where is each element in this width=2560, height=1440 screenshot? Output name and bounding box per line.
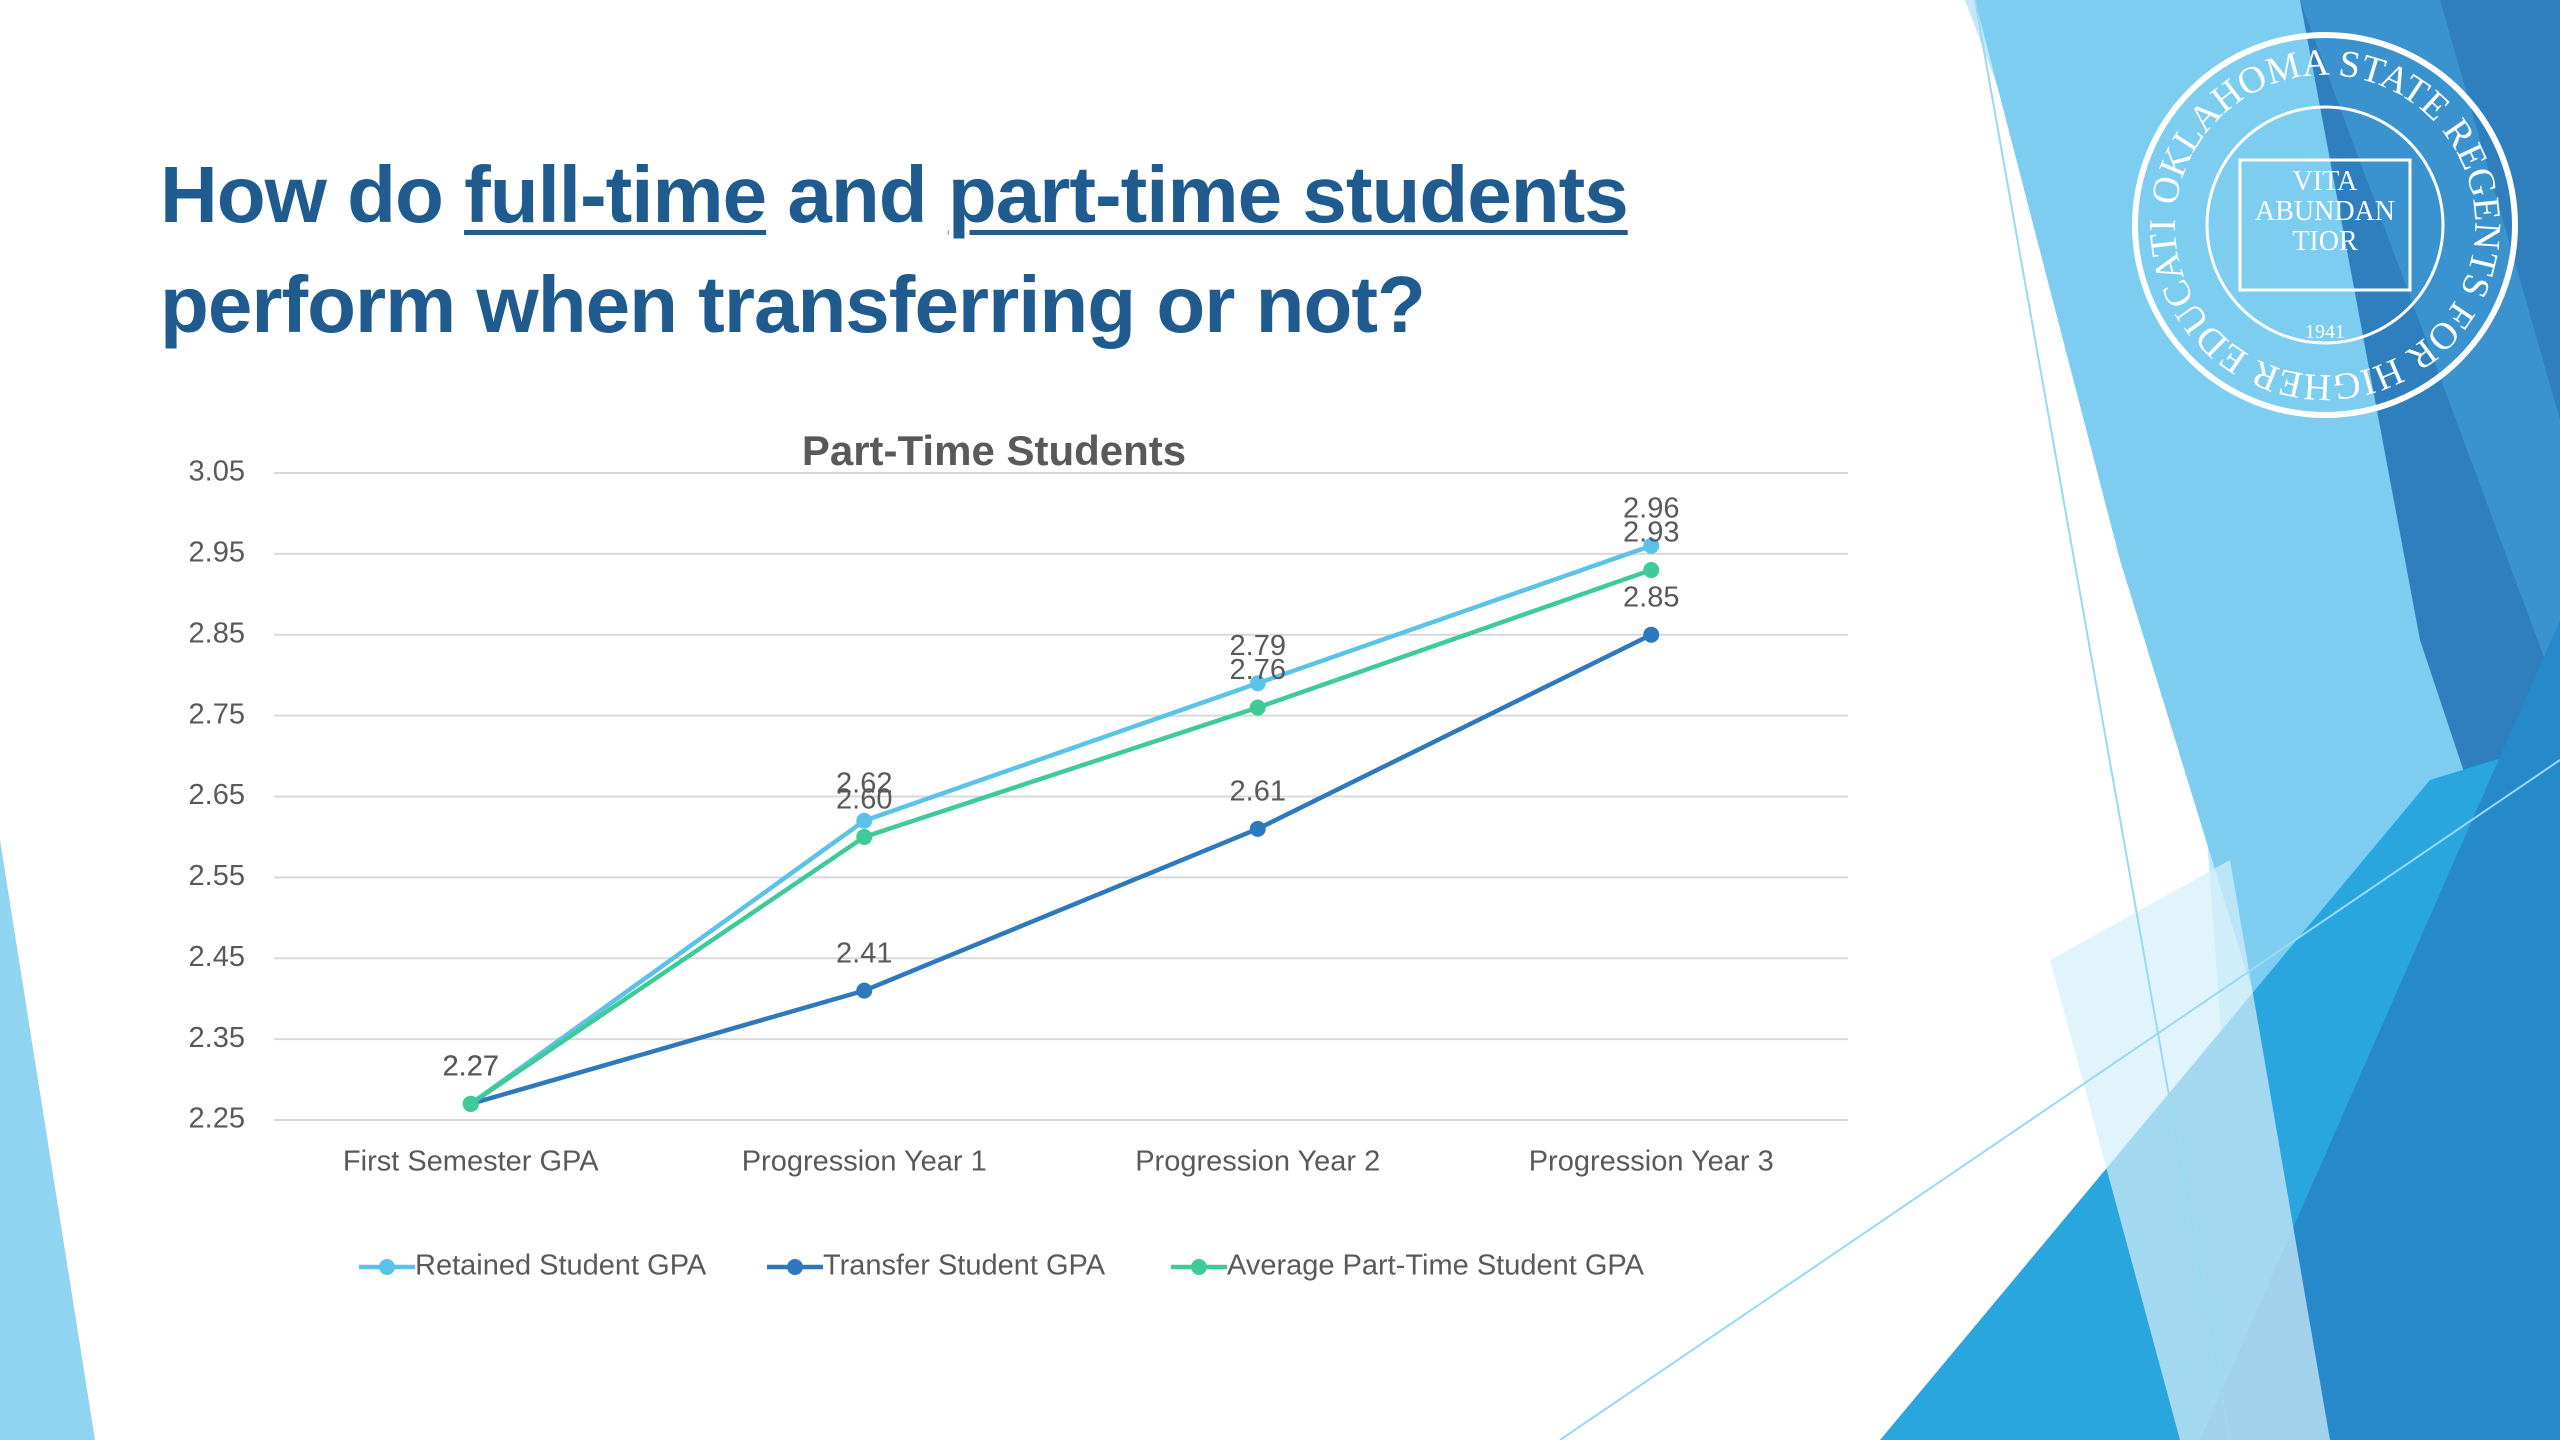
data-point — [1249, 675, 1266, 692]
title-segment: full-time — [464, 150, 767, 239]
x-tick-label: Progression Year 1 — [742, 1146, 987, 1178]
seal-motto: ABUNDAN — [2255, 196, 2395, 227]
data-label: 2.27 — [443, 1050, 499, 1082]
y-tick-label: 2.95 — [189, 537, 245, 569]
data-label: 2.27 — [443, 1050, 499, 1082]
series-line — [470, 632, 1653, 1106]
data-point — [1643, 537, 1660, 554]
y-tick-label: 2.35 — [189, 1022, 245, 1054]
decor-shape — [2300, 0, 2560, 700]
decor-line — [1974, 0, 2231, 1440]
seal-ring — [2132, 32, 2518, 418]
legend-marker — [787, 1259, 803, 1275]
y-tick-label: 2.45 — [189, 941, 245, 973]
y-tick-label: 2.25 — [189, 1103, 245, 1135]
series-line — [469, 567, 1652, 1106]
legend-entry: Retained Student GPA — [359, 1250, 707, 1282]
data-point — [1643, 562, 1660, 579]
x-tick-label: Progression Year 3 — [1529, 1146, 1774, 1178]
legend-marker — [379, 1259, 395, 1275]
data-point — [856, 982, 873, 999]
y-tick-label: 2.65 — [189, 779, 245, 811]
decor-shape — [0, 840, 95, 1440]
legend-entry: Transfer Student GPA — [767, 1250, 1106, 1282]
data-label: 2.27 — [443, 1050, 499, 1082]
data-label: 2.93 — [1623, 517, 1679, 549]
series-line — [469, 543, 1652, 1106]
data-label: 2.96 — [1623, 492, 1679, 524]
seal-motto: VITA — [2293, 166, 2358, 197]
data-label: 2.76 — [1230, 654, 1286, 686]
data-point — [856, 828, 873, 845]
slide-title: How do full-time and part-time students … — [160, 140, 1920, 360]
y-tick-label: 2.55 — [189, 860, 245, 892]
data-point — [856, 812, 873, 829]
chart-title: Part-Time Students — [802, 427, 1186, 474]
legend-label: Average Part-Time Student GPA — [1227, 1250, 1645, 1282]
seal-motto: TIOR — [2292, 226, 2358, 257]
seal-ring — [2205, 105, 2445, 345]
legend-label: Transfer Student GPA — [823, 1250, 1106, 1282]
x-tick-label: First Semester GPA — [343, 1146, 599, 1178]
data-label: 2.85 — [1623, 581, 1679, 613]
title-segment: perform when transferring or not? — [160, 260, 1426, 349]
title-segment: part-time students — [947, 150, 1629, 239]
data-point — [1643, 626, 1660, 643]
seal-year: 1941 — [2305, 321, 2345, 343]
data-point — [462, 1095, 479, 1112]
seal-book — [2238, 158, 2412, 292]
x-tick-label: Progression Year 2 — [1135, 1146, 1380, 1178]
data-label: 2.61 — [1230, 776, 1286, 808]
legend-marker — [1191, 1259, 1207, 1275]
data-label: 2.79 — [1230, 630, 1286, 662]
legend-entry: Average Part-Time Student GPA — [1171, 1250, 1645, 1282]
legend-label: Retained Student GPA — [415, 1250, 707, 1282]
data-point — [1249, 699, 1266, 716]
data-label: 2.62 — [836, 767, 892, 799]
decor-shape — [2050, 860, 2330, 1440]
data-label: 2.60 — [836, 784, 892, 816]
title-segment: How do — [160, 150, 465, 239]
y-tick-label: 3.05 — [189, 456, 245, 488]
y-tick-label: 2.85 — [189, 617, 245, 649]
title-segment: and — [766, 150, 948, 239]
data-label: 2.41 — [836, 937, 892, 969]
y-tick-label: 2.75 — [189, 698, 245, 730]
data-point — [1249, 820, 1266, 837]
decor-line — [1559, 759, 2560, 1440]
